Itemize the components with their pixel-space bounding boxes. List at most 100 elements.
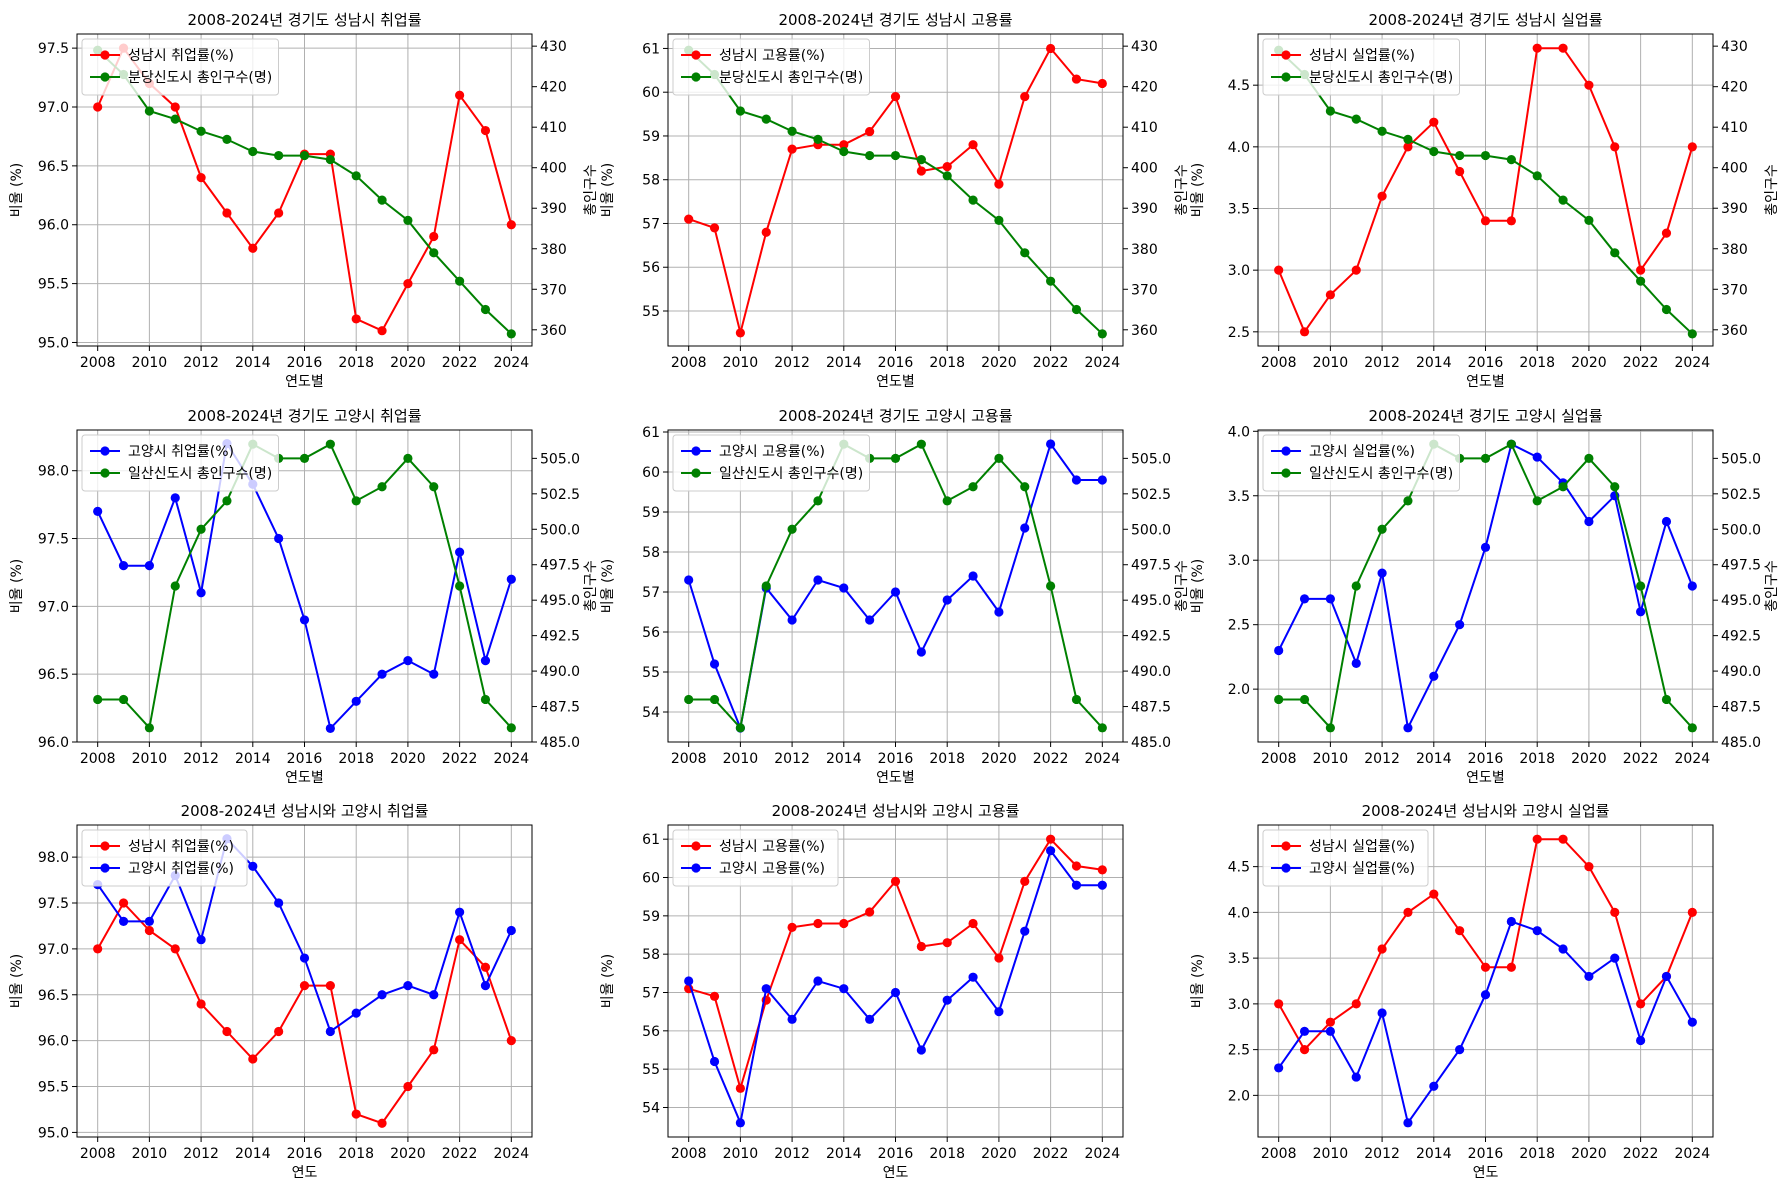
data-point (118, 898, 129, 908)
data-point (1274, 999, 1284, 1009)
x-tick-label: 2020 (981, 1146, 1017, 1162)
data-point (1299, 1026, 1310, 1036)
y2-axis-label: 총인구수 (1764, 560, 1780, 612)
y2-tick-label: 502.5 (1131, 487, 1171, 503)
data-point (248, 243, 258, 253)
x-tick-label: 2010 (132, 355, 168, 371)
data-point (1506, 439, 1516, 449)
data-point (196, 524, 206, 534)
y2-tick-label: 410 (1721, 120, 1748, 136)
data-point (865, 907, 875, 917)
data-point (735, 328, 745, 338)
data-point (403, 656, 413, 666)
data-point (1351, 114, 1361, 124)
data-point (1377, 126, 1387, 136)
data-point (968, 195, 978, 205)
x-tick-label: 2014 (1416, 751, 1452, 767)
x-tick-label: 2010 (132, 751, 168, 767)
data-point (709, 223, 720, 233)
x-tick-label: 2008 (80, 1146, 116, 1162)
y-tick-label: 57 (642, 585, 660, 601)
data-point (480, 125, 491, 136)
legend-marker (691, 72, 701, 82)
data-point (274, 208, 284, 218)
data-point (942, 938, 952, 948)
y-tick-label: 2.5 (1228, 325, 1250, 341)
x-axis-label: 연도별 (876, 374, 915, 390)
y2-tick-label: 490.0 (540, 664, 580, 680)
data-point (506, 1036, 516, 1046)
data-point (1020, 482, 1030, 492)
y-tick-label: 61 (642, 832, 660, 848)
data-point (1480, 453, 1491, 463)
x-tick-label: 2024 (493, 355, 529, 371)
data-point (1097, 880, 1107, 890)
legend: 성남시 실업률(%) 분당신도시 총인구수(명) (1262, 38, 1460, 96)
data-point (813, 575, 823, 585)
data-point (196, 126, 206, 136)
legend-marker (1281, 446, 1291, 456)
y2-tick-label: 430 (540, 39, 567, 55)
data-point (1299, 1045, 1310, 1055)
x-tick-label: 2008 (1261, 355, 1297, 371)
data-point (93, 944, 103, 954)
data-point (761, 227, 771, 237)
series-2 (93, 834, 516, 1037)
data-point (429, 482, 439, 492)
data-point (1351, 581, 1361, 591)
data-point (968, 140, 978, 150)
data-point (480, 962, 491, 972)
x-tick-label: 2010 (1313, 1146, 1349, 1162)
x-axis-label: 연도별 (285, 374, 324, 390)
y-tick-label: 3.5 (1228, 951, 1250, 967)
data-point (865, 1014, 875, 1024)
y2-tick-label: 490.0 (1721, 664, 1761, 680)
y-tick-label: 56 (642, 625, 660, 641)
x-tick-label: 2018 (929, 1146, 965, 1162)
data-point (916, 155, 926, 165)
data-point (170, 944, 180, 954)
legend-entry: 일산신도시 총인구수(명) (128, 466, 272, 482)
legend-entry: 분당신도시 총인구수(명) (719, 70, 863, 86)
legend-box (672, 434, 870, 492)
x-tick-label: 2020 (390, 355, 426, 371)
data-point (170, 493, 180, 503)
data-point (1532, 43, 1542, 53)
chart-title: 2008-2024년 경기도 고양시 고용률 (778, 407, 1012, 425)
data-point (1020, 926, 1030, 936)
x-tick-label: 2016 (1468, 355, 1504, 371)
x-tick-label: 2024 (1674, 355, 1710, 371)
y-tick-label: 59 (642, 129, 660, 145)
x-tick-label: 2014 (1416, 1146, 1452, 1162)
data-point (1455, 1045, 1465, 1055)
y2-tick-label: 487.5 (1131, 700, 1171, 716)
data-point (1584, 453, 1594, 463)
data-point (1584, 516, 1594, 527)
y2-tick-label: 390 (1131, 201, 1158, 217)
legend-entry: 고양시 실업률(%) (1309, 861, 1415, 877)
data-point (1610, 142, 1620, 152)
data-point (735, 723, 745, 733)
data-point (377, 669, 387, 679)
data-point (1455, 926, 1465, 936)
x-tick-label: 2014 (235, 355, 271, 371)
y-tick-label: 97.5 (38, 896, 69, 912)
x-tick-label: 2022 (442, 751, 478, 767)
data-point (787, 1014, 797, 1024)
data-point (1480, 542, 1491, 552)
x-tick-label: 2022 (1033, 751, 1069, 767)
data-point (1661, 971, 1672, 982)
data-point (1377, 944, 1387, 954)
data-point (170, 581, 180, 591)
x-axis-label: 연도별 (1466, 770, 1505, 786)
data-point (1097, 78, 1107, 89)
y2-axis-label: 총인구수 (583, 164, 599, 216)
y2-tick-label: 490.0 (1131, 664, 1171, 680)
legend-box (672, 38, 870, 96)
data-point (455, 547, 465, 557)
data-point (299, 615, 310, 625)
y2-tick-label: 495.0 (1131, 593, 1171, 609)
x-tick-label: 2008 (1261, 1146, 1297, 1162)
data-point (994, 179, 1004, 189)
chart-panel-3: 2008 2010 2012 2014 2016 2018 2020 2022 2024 2.5 3… (1190, 11, 1780, 390)
